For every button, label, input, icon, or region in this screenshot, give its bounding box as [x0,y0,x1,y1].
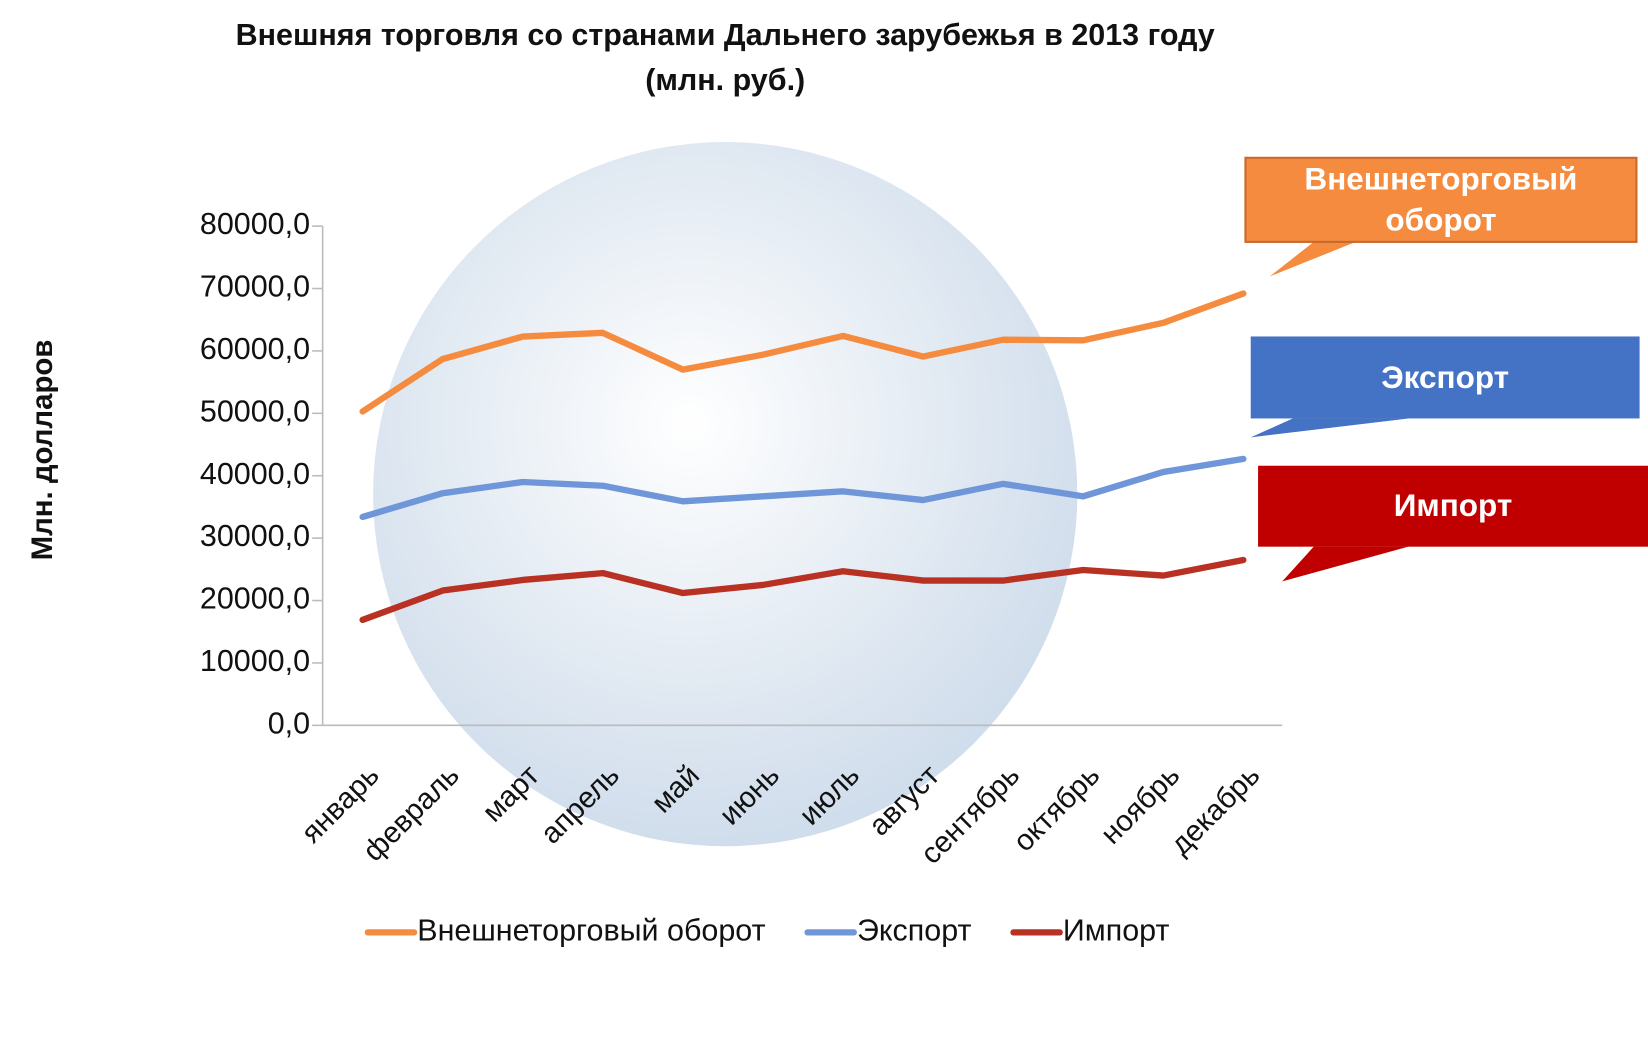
callout: Импорт [1258,465,1648,582]
callout-text-box: Экспорт [1381,360,1510,395]
legend-label: Внешнеторговый оборот [417,913,765,947]
legend-label: Экспорт [857,913,972,947]
callout-box [1258,465,1648,547]
callout-tail [1282,546,1409,582]
x-tick-label: октябрь [1007,759,1106,858]
y-tick-label: 70000,0 [200,270,310,304]
series-line [359,290,1247,415]
y-tick-label: 80000,0 [200,207,310,241]
series-line [359,455,1247,521]
callout-text-box: Импорт [1393,488,1513,524]
callout-tail [1269,241,1356,277]
y-tick-label: 50000,0 [200,394,310,428]
callout: Внешнеторговый оборот [1244,156,1638,277]
chart-title: Внешняя торговля со странами Дальнего за… [236,18,1215,52]
callout-box [1244,156,1638,243]
callout-text-box: Внешнеторговый оборот [1304,162,1578,238]
legend-label: Импорт [1063,913,1170,947]
y-tick-label: 40000,0 [200,457,310,491]
y-tick-label: 30000,0 [200,519,310,553]
callout-tail [1250,418,1409,438]
callout: Экспорт [1250,336,1640,438]
y-tick-label: 10000,0 [200,644,310,678]
globe-background [373,142,1078,847]
callout-text: Экспорт [1381,360,1510,395]
chart-subtitle: (млн. руб.) [645,63,805,97]
y-tick-label: 0,0 [268,706,310,740]
x-tick-label: декабрь [1164,759,1266,861]
y-tick-label: 60000,0 [200,332,310,366]
y-axis-label: Млн. долларов [26,340,59,561]
callout-box [1250,336,1640,419]
series-line [359,556,1247,624]
callout-text: Импорт [1393,488,1513,524]
y-tick-label: 20000,0 [200,582,310,616]
callout-text: Внешнеторговый оборот [1304,162,1578,238]
